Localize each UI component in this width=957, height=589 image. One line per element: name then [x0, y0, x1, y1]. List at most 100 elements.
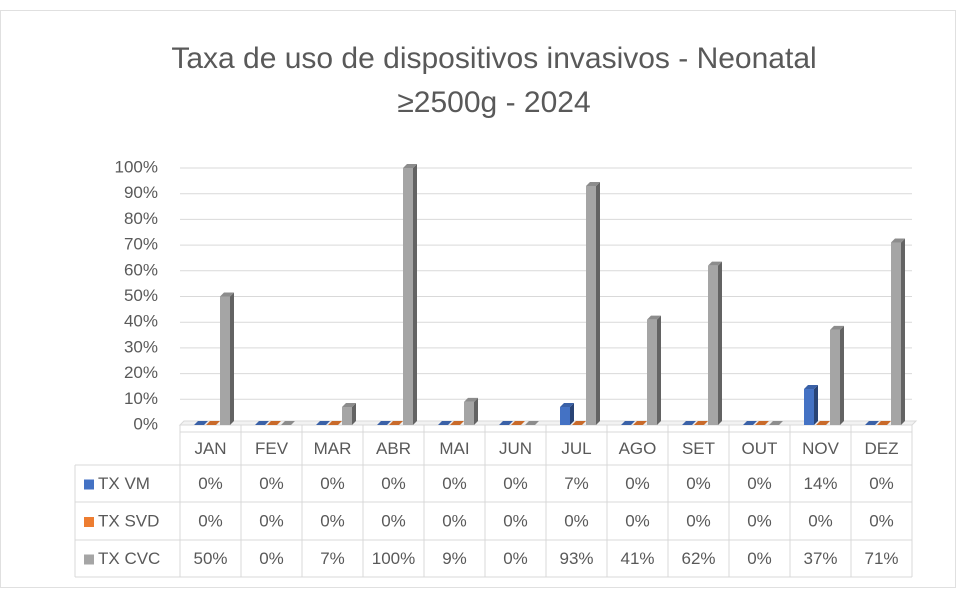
- bar-side: [230, 292, 234, 425]
- data-label: 0%: [259, 474, 284, 493]
- chart-title: Taxa de uso de dispositivos invasivos - …: [171, 42, 816, 75]
- bar-top: [267, 421, 281, 425]
- data-label: 0%: [198, 511, 223, 530]
- bar-top: [769, 421, 783, 425]
- data-label: 0%: [625, 511, 650, 530]
- bar-top: [342, 403, 356, 408]
- x-tick-label: OUT: [742, 439, 778, 458]
- x-tick-label: FEV: [255, 439, 289, 458]
- data-label: 0%: [503, 549, 528, 568]
- data-label: 0%: [259, 549, 284, 568]
- data-label: 9%: [442, 549, 467, 568]
- bar-top: [377, 421, 391, 425]
- data-label: 37%: [803, 549, 837, 568]
- bar-top: [755, 421, 769, 425]
- legend-label: TX SVD: [98, 511, 159, 530]
- bar-top: [877, 421, 891, 425]
- data-label: 71%: [864, 549, 898, 568]
- data-label: 100%: [372, 549, 415, 568]
- data-label: 0%: [320, 511, 345, 530]
- bar-top: [743, 421, 757, 425]
- x-tick-label: DEZ: [865, 439, 899, 458]
- bar: [891, 242, 901, 425]
- data-label: 0%: [564, 511, 589, 530]
- bar-side: [840, 325, 844, 425]
- x-tick-label: ABR: [376, 439, 411, 458]
- bar: [647, 319, 657, 425]
- y-tick-label: 100%: [115, 157, 158, 176]
- bar: [830, 329, 840, 425]
- bar-top: [633, 421, 647, 425]
- y-tick-label: 60%: [124, 260, 158, 279]
- bar: [708, 265, 718, 425]
- bar: [342, 407, 352, 425]
- data-label: 41%: [620, 549, 654, 568]
- bar-top: [694, 421, 708, 425]
- bar-top: [281, 421, 295, 425]
- bar-top: [206, 421, 220, 425]
- data-label: 0%: [869, 474, 894, 493]
- data-label: 0%: [625, 474, 650, 493]
- bar: [220, 296, 230, 425]
- bar-top: [450, 421, 464, 425]
- bar-top: [682, 421, 696, 425]
- bar: [586, 185, 596, 425]
- bar-top: [511, 421, 525, 425]
- bar-side: [718, 261, 722, 425]
- y-tick-label: 80%: [124, 209, 158, 228]
- y-tick-label: 50%: [124, 286, 158, 305]
- bar-top: [830, 325, 844, 330]
- bar-top: [865, 421, 879, 425]
- data-label: 0%: [503, 474, 528, 493]
- bar: [464, 401, 474, 425]
- x-tick-label: JAN: [194, 439, 226, 458]
- bar: [560, 407, 570, 425]
- x-tick-label: NOV: [802, 439, 840, 458]
- y-tick-label: 40%: [124, 312, 158, 331]
- bar: [403, 168, 413, 425]
- data-label: 0%: [808, 511, 833, 530]
- data-label: 0%: [747, 549, 772, 568]
- legend-swatch: [84, 517, 94, 527]
- bar-top: [816, 421, 830, 425]
- bar-side: [596, 181, 600, 425]
- bar-side: [413, 164, 417, 425]
- bar-side: [570, 403, 574, 425]
- y-tick-label: 30%: [124, 337, 158, 356]
- data-label: 62%: [681, 549, 715, 568]
- bar-top: [708, 261, 722, 266]
- bar-top: [586, 181, 600, 186]
- bar-top: [389, 421, 403, 425]
- bar-top: [220, 292, 234, 297]
- data-label: 0%: [869, 511, 894, 530]
- x-tick-label: AGO: [619, 439, 657, 458]
- bar-top: [647, 315, 661, 320]
- legend-label: TX VM: [98, 474, 150, 493]
- data-label: 0%: [686, 474, 711, 493]
- bar-side: [474, 397, 478, 425]
- y-tick-label: 20%: [124, 363, 158, 382]
- chart-border: [0, 10, 956, 588]
- x-tick-label: JUL: [561, 439, 591, 458]
- bar-top: [328, 421, 342, 425]
- y-tick-label: 70%: [124, 235, 158, 254]
- data-label: 0%: [259, 511, 284, 530]
- bar-side: [901, 238, 905, 425]
- bar-side: [657, 315, 661, 425]
- data-label: 0%: [442, 474, 467, 493]
- bar-top: [560, 403, 574, 408]
- bar-top: [525, 421, 539, 425]
- data-label: 93%: [559, 549, 593, 568]
- data-label: 0%: [747, 474, 772, 493]
- bar-top: [621, 421, 635, 425]
- legend-swatch: [84, 479, 94, 490]
- x-tick-label: MAI: [439, 439, 469, 458]
- data-label: 0%: [747, 511, 772, 530]
- chart-subtitle: ≥2500g - 2024: [397, 86, 590, 119]
- legend-label: TX CVC: [98, 549, 160, 568]
- x-tick-label: SET: [682, 439, 715, 458]
- data-label: 0%: [198, 474, 223, 493]
- data-label: 0%: [686, 511, 711, 530]
- bar-top: [464, 397, 478, 402]
